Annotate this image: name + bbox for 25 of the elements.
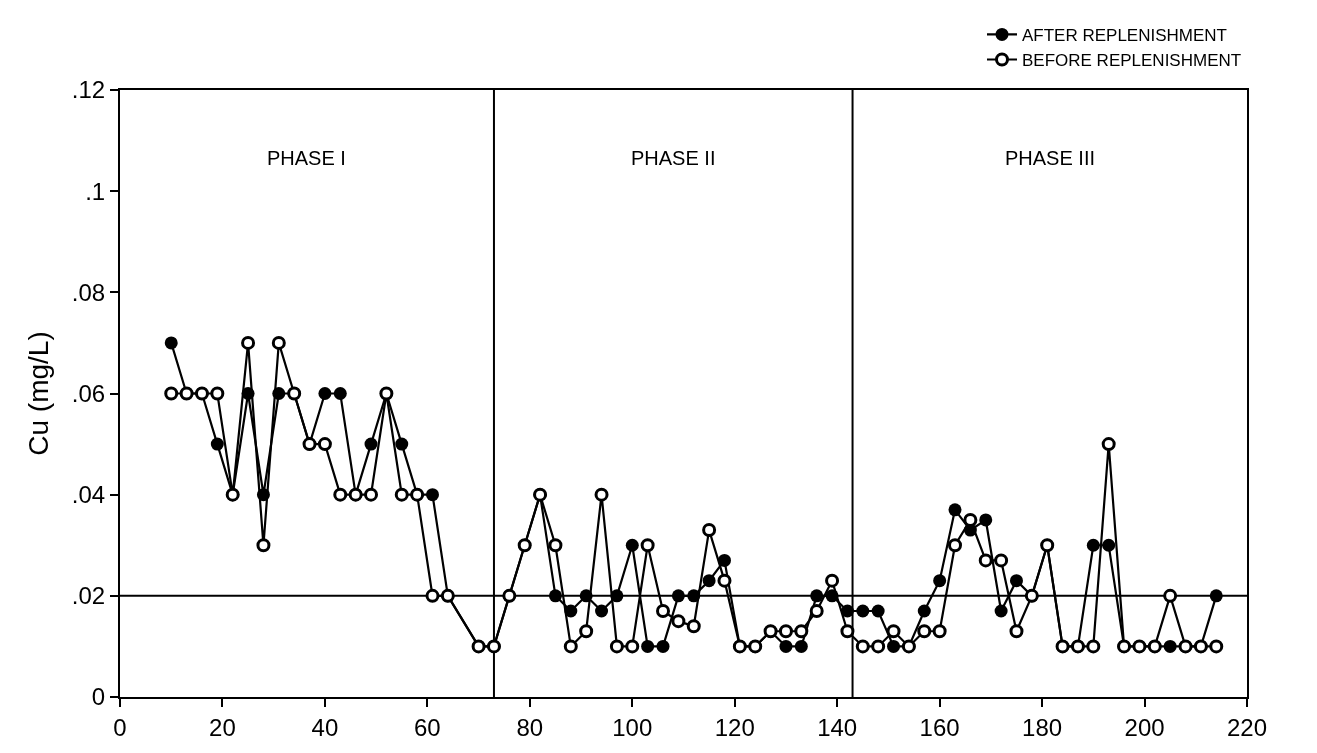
y-tick-label: .06 bbox=[71, 379, 106, 407]
y-tick-label: 0 bbox=[91, 683, 106, 711]
x-tick-label: 0 bbox=[113, 713, 127, 741]
x-tick-label: 40 bbox=[311, 713, 339, 741]
y-tick-label: .12 bbox=[71, 76, 106, 104]
legend-label: BEFORE REPLENISHMENT bbox=[1022, 51, 1242, 71]
x-tick-label: 220 bbox=[1226, 713, 1268, 741]
x-tick-label: 60 bbox=[414, 713, 441, 741]
annotation: PHASE I bbox=[267, 147, 346, 169]
x-tick-label: 120 bbox=[714, 713, 755, 741]
annotation: PHASE III bbox=[1005, 147, 1096, 169]
legend-label: AFTER REPLENISHMENT bbox=[1022, 26, 1227, 46]
annotation: PHASE II bbox=[631, 147, 716, 169]
y-tick-label: .1 bbox=[85, 177, 106, 205]
x-tick-label: 180 bbox=[1022, 713, 1063, 741]
x-tick-label: 140 bbox=[817, 713, 858, 741]
y-axis-title: Cu (mg/L) bbox=[23, 331, 55, 456]
y-tick-label: .02 bbox=[71, 582, 106, 610]
y-tick-label: .04 bbox=[71, 481, 106, 509]
x-tick-label: 200 bbox=[1124, 713, 1165, 741]
y-tick-label: .08 bbox=[71, 278, 106, 306]
x-tick-label: 80 bbox=[516, 713, 544, 741]
x-tick-label: 160 bbox=[919, 713, 960, 741]
x-tick-label: 100 bbox=[612, 713, 653, 741]
x-tick-label: 20 bbox=[209, 713, 236, 741]
